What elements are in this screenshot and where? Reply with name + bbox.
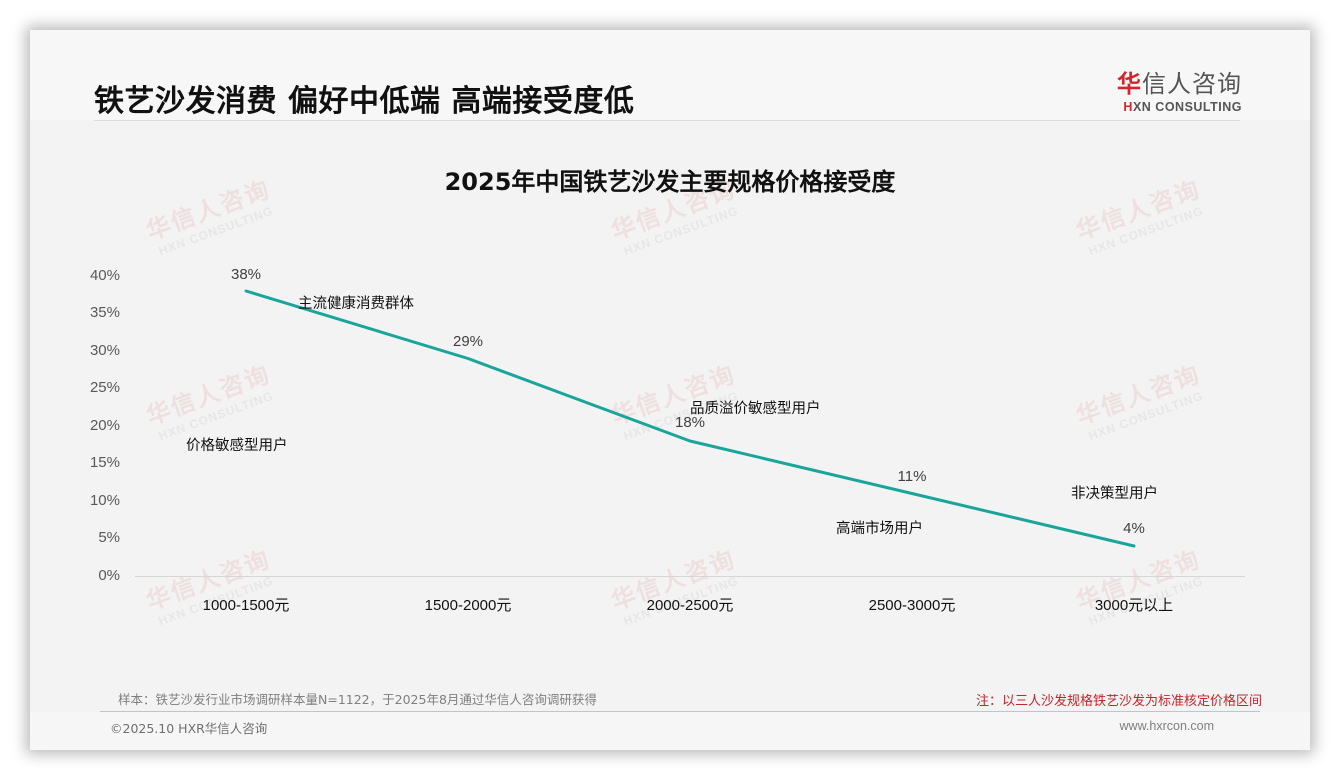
footer-band — [30, 712, 1310, 750]
annotation-high-end: 高端市场用户 — [836, 521, 923, 537]
page-title: 铁艺沙发消费 偏好中低端 高端接受度低 — [94, 84, 635, 119]
slide: 铁艺沙发消费 偏好中低端 高端接受度低 华信人咨询 HXN CONSULTING… — [30, 30, 1310, 750]
annotation-price-sensitive: 价格敏感型用户 — [186, 438, 288, 454]
footer-divider — [100, 711, 1260, 712]
copyright: ©2025.10 HXR华信人咨询 — [110, 721, 268, 736]
x-tick-label: 1500-2000元 — [424, 597, 512, 614]
logo-rest-chars: 信人咨询 — [1142, 70, 1242, 98]
price-range-note: 注：以三人沙发规格铁艺沙发为标准核定价格区间 — [975, 694, 1262, 709]
x-tick-label: 3000元以上 — [1094, 597, 1174, 614]
annotation-non-decision: 非决策型用户 — [1071, 486, 1158, 502]
x-tick-label: 2500-3000元 — [868, 597, 956, 614]
y-tick-label: 5% — [98, 529, 120, 546]
data-label: 29% — [452, 333, 484, 350]
annotation-mainstream: 主流健康消费群体 — [298, 296, 414, 312]
line-series — [244, 289, 1136, 548]
x-tick-label: 1000-1500元 — [202, 597, 290, 614]
y-tick-label: 10% — [89, 492, 120, 509]
data-label: 4% — [1123, 520, 1145, 537]
y-tick-label: 25% — [89, 379, 120, 396]
company-logo: 华信人咨询 HXN CONSULTING — [1110, 64, 1242, 114]
y-tick-label: 20% — [89, 417, 120, 434]
y-tick-label: 30% — [89, 342, 120, 359]
acceptance-line — [244, 289, 1136, 548]
annotation-quality-premium: 品质溢价敏感型用户 — [690, 401, 821, 417]
x-tick-label: 2000-2500元 — [646, 597, 734, 614]
chart-title: 2025年中国铁艺沙发主要规格价格接受度 — [444, 168, 896, 196]
header-divider — [94, 120, 1240, 121]
y-tick-label: 35% — [89, 304, 120, 321]
logo-en-rest: XN CONSULTING — [1132, 100, 1242, 114]
x-axis-line — [135, 576, 1245, 577]
header-band — [30, 30, 1310, 120]
data-label: 18% — [674, 414, 706, 431]
logo-english: HXN CONSULTING — [1110, 100, 1242, 114]
sample-note: 样本：铁艺沙发行业市场调研样本量N=1122，于2025年8月通过华信人咨询调研… — [118, 692, 597, 707]
y-tick-label: 0% — [98, 567, 120, 584]
y-tick-label: 15% — [89, 454, 120, 471]
logo-chinese: 华信人咨询 — [1110, 64, 1242, 99]
y-tick-label: 40% — [89, 267, 120, 284]
logo-red-char: 华 — [1117, 70, 1142, 98]
data-label: 11% — [897, 468, 927, 485]
website-link[interactable]: www.hxrcon.com — [1119, 719, 1214, 733]
data-label: 38% — [230, 266, 262, 283]
logo-en-red: H — [1123, 100, 1133, 114]
